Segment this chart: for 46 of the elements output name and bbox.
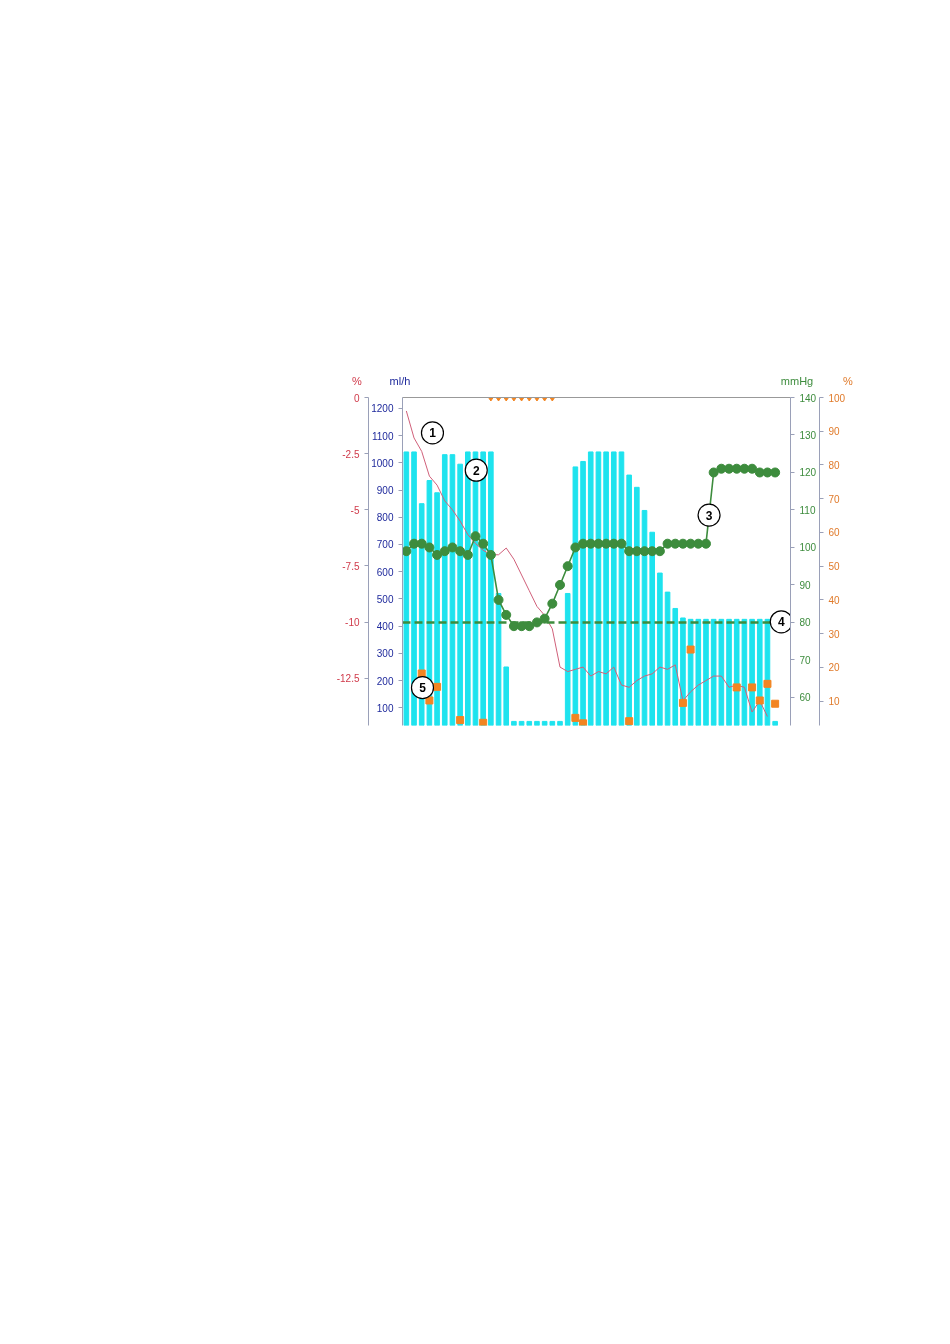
annotation: 5 <box>419 681 427 696</box>
y-tick-label: 600 <box>376 566 394 578</box>
y-tick-label: 300 <box>376 648 394 660</box>
y2-tick-label: 110 <box>799 504 816 516</box>
y2-tick-label: 70 <box>799 654 812 666</box>
y-tick-label: 100 <box>376 702 394 714</box>
y3-tick-label: -7.5 <box>342 560 360 572</box>
y-tick-label: 400 <box>376 621 394 633</box>
y-tick-label: 1200 <box>371 403 394 415</box>
y-tick-label: 200 <box>376 675 394 687</box>
y3-tick-label: -10 <box>345 617 360 629</box>
y2-tick-label: 90 <box>799 579 812 591</box>
y2-tick-label: 120 <box>799 467 817 479</box>
y-tick-label: 1100 <box>372 430 394 442</box>
y3-tick-label: -12.5 <box>336 673 360 685</box>
text: 50 <box>828 561 841 573</box>
y-tick-label: 1000 <box>371 457 394 469</box>
y2-tick-label: 60 <box>799 692 812 704</box>
annotation: 3 <box>705 508 713 523</box>
text: 20 <box>828 662 841 674</box>
text: 10 <box>828 696 841 708</box>
text: 90 <box>828 426 841 438</box>
y2-tick-label: 130 <box>799 429 817 441</box>
text: 80 <box>828 459 841 471</box>
y3-tick-label: 0 <box>353 392 360 404</box>
y3-tick-label: -2.5 <box>342 448 360 460</box>
y2-axis-title: mmHg <box>780 374 814 389</box>
text: 100 <box>828 392 846 404</box>
y-tick-label: 500 <box>376 593 394 605</box>
y2-tick-label: 140 <box>799 392 817 404</box>
text: 40 <box>828 594 841 606</box>
annotation: 4 <box>777 615 785 630</box>
y-tick-label: 700 <box>376 539 394 551</box>
text: 70 <box>828 493 841 505</box>
text: 60 <box>828 527 841 539</box>
y3-tick-label: -5 <box>350 504 360 516</box>
y-tick-label: 800 <box>376 512 394 524</box>
text: 30 <box>828 628 841 640</box>
text: % <box>843 374 853 389</box>
y2-tick-label: 100 <box>799 542 817 554</box>
annotation: 1 <box>429 426 437 441</box>
y-tick-label: 900 <box>376 485 394 497</box>
y2-tick-label: 80 <box>799 617 812 629</box>
y-axis-title: ml/h <box>389 374 411 389</box>
annotation: 2 <box>472 463 480 478</box>
y3-axis-title: % <box>352 374 362 389</box>
